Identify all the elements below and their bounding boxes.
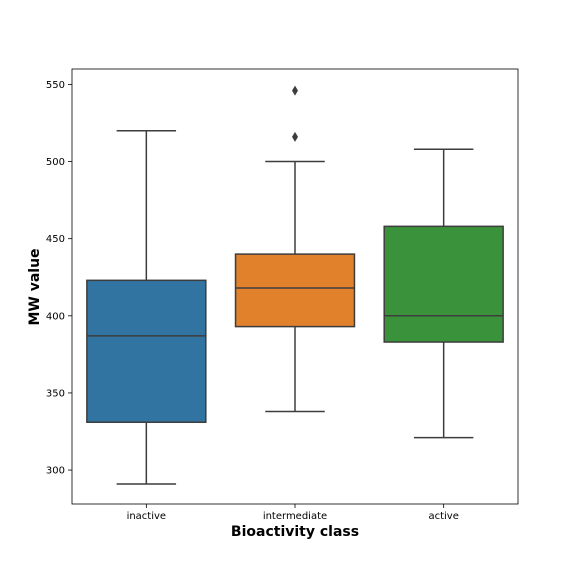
x-tick-label: active	[428, 511, 458, 522]
box-series	[86, 85, 504, 485]
x-tick-label: intermediate	[263, 511, 327, 522]
outlier-point	[292, 131, 298, 142]
y-axis: 300 350 400 450 500 550	[46, 80, 72, 477]
y-tick-label: 500	[46, 157, 65, 168]
outlier-point	[292, 85, 298, 96]
box-active	[383, 225, 504, 343]
box-inactive	[86, 279, 207, 423]
y-tick-label: 350	[46, 388, 65, 399]
x-axis: inactive intermediate active	[127, 504, 459, 522]
y-axis-title: MW value	[27, 248, 43, 325]
x-tick-label: inactive	[127, 511, 167, 522]
y-tick-label: 300	[46, 466, 65, 477]
y-tick-label: 450	[46, 234, 65, 245]
y-tick-label: 550	[46, 80, 65, 91]
box-intermediate	[234, 253, 356, 328]
x-axis-title: Bioactivity class	[231, 524, 359, 540]
y-tick-label: 400	[46, 311, 65, 322]
